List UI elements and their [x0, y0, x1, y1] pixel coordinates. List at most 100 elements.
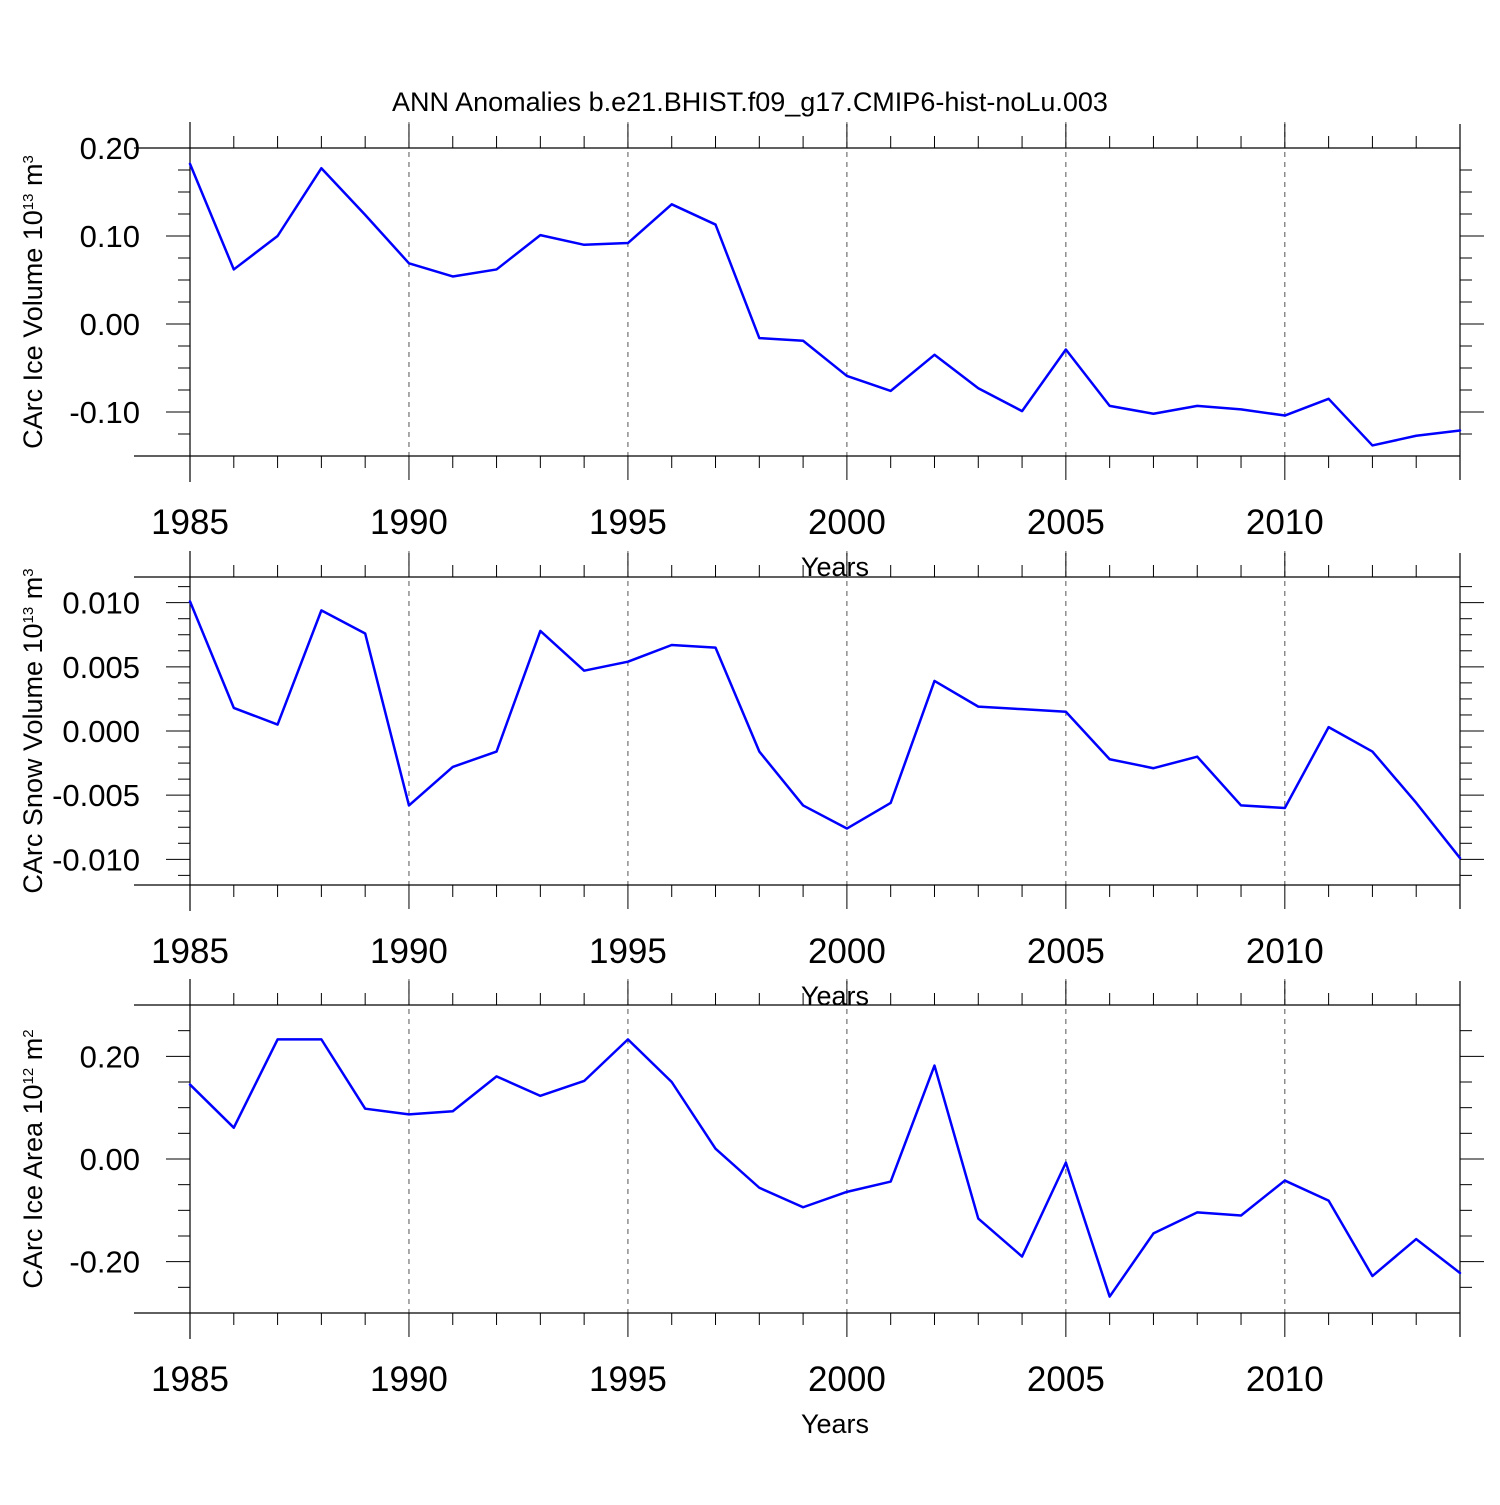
y-axis-label-exponent: 3	[20, 568, 37, 576]
y-axis-label: CArc Ice Volume 1013 m3	[18, 155, 48, 449]
data-point	[670, 202, 674, 206]
y-tick-label: 0.010	[62, 586, 140, 621]
data-point	[582, 243, 586, 247]
data-point	[932, 353, 936, 357]
data-point	[801, 1205, 805, 1209]
data-point	[1064, 348, 1068, 352]
data-point	[363, 213, 367, 217]
data-point	[1239, 1213, 1243, 1217]
data-point	[276, 723, 280, 727]
x-tick-label: 1995	[589, 503, 667, 542]
data-point	[363, 631, 367, 635]
x-tick-label: 2000	[808, 503, 886, 542]
y-tick-label: -0.20	[69, 1245, 140, 1280]
y-tick-label: 0.00	[80, 307, 140, 342]
data-point	[582, 669, 586, 673]
data-point	[1064, 710, 1068, 714]
data-point	[976, 1217, 980, 1221]
y-axis-label-exponent: 13	[20, 194, 37, 211]
data-point	[626, 660, 630, 664]
y-axis-label-text: CArc Ice Volume 10	[18, 210, 48, 449]
data-point	[670, 1080, 674, 1084]
data-point	[276, 1037, 280, 1041]
x-tick-label: 1985	[151, 503, 229, 542]
x-axis-label: Years	[801, 981, 869, 1011]
data-point	[714, 646, 718, 650]
data-point	[451, 274, 455, 278]
data-point	[363, 1107, 367, 1111]
y-tick-label: 0.10	[80, 219, 140, 254]
y-axis-label: CArc Ice Area 1012 m2	[18, 1029, 48, 1288]
data-point	[232, 1126, 236, 1130]
data-point	[714, 1147, 718, 1151]
y-tick-label: -0.10	[69, 395, 140, 430]
y-axis-label-exponent: 12	[20, 1068, 37, 1085]
y-tick-label: 0.00	[80, 1142, 140, 1177]
data-point	[1414, 801, 1418, 805]
data-point	[1370, 443, 1374, 447]
data-point	[932, 1064, 936, 1068]
panel-3: 1985 1990 1995 2000 2005 2010 Years 0.20 0.00 -0.…	[18, 979, 1484, 1439]
data-point	[1108, 404, 1112, 408]
data-point	[626, 1037, 630, 1041]
data-point	[1108, 1295, 1112, 1299]
data-point	[1195, 404, 1199, 408]
data-point	[801, 803, 805, 807]
data-point	[1283, 414, 1287, 418]
y-axis-label-exponent: 13	[20, 607, 37, 624]
y-axis-label: CArc Snow Volume 1013 m3	[18, 568, 48, 893]
data-point	[1020, 409, 1024, 413]
x-tick-label: 2010	[1246, 1360, 1324, 1399]
data-point	[889, 801, 893, 805]
figure-title: ANN Anomalies b.e21.BHIST.f09_g17.CMIP6-…	[392, 87, 1108, 117]
data-point	[670, 643, 674, 647]
data-point	[451, 1109, 455, 1113]
data-point	[1327, 725, 1331, 729]
data-point	[451, 765, 455, 769]
x-tick-label: 2005	[1027, 932, 1105, 971]
data-point	[889, 1180, 893, 1184]
data-point	[889, 389, 893, 393]
data-point	[976, 705, 980, 709]
panel-2: 1985 1990 1995 2000 2005 2010 Years 0.010 0.005 0…	[18, 551, 1484, 1011]
x-tick-label: 2010	[1246, 503, 1324, 542]
x-tick-label: 1990	[370, 932, 448, 971]
data-point	[1239, 803, 1243, 807]
data-point	[1195, 755, 1199, 759]
y-tick-label: 0.000	[62, 714, 140, 749]
data-point	[495, 750, 499, 754]
data-point	[757, 336, 761, 340]
data-point	[1283, 1179, 1287, 1183]
panels: 1985 1990 1995 2000 2005 2010 Years 0.20 0.10 0.0…	[18, 122, 1484, 1439]
data-point	[538, 1094, 542, 1098]
x-tick-label: 2010	[1246, 932, 1324, 971]
data-point	[232, 706, 236, 710]
x-tick-label: 2005	[1027, 503, 1105, 542]
y-tick-label: -0.005	[52, 778, 140, 813]
data-point	[538, 233, 542, 237]
y-axis-label-text: m	[18, 577, 48, 607]
x-tick-label: 2005	[1027, 1360, 1105, 1399]
data-point	[845, 1190, 849, 1194]
x-tick-label: 1995	[589, 932, 667, 971]
series-line-1	[188, 1038, 1462, 1298]
x-tick-label: 1985	[151, 1360, 229, 1399]
data-point	[1020, 1255, 1024, 1259]
data-point	[1414, 1237, 1418, 1241]
x-tick-label: 1990	[370, 503, 448, 542]
data-point	[495, 267, 499, 271]
data-point	[1458, 428, 1462, 432]
data-point	[1458, 1271, 1462, 1275]
data-point	[1108, 757, 1112, 761]
x-tick-label: 2000	[808, 932, 886, 971]
data-point	[276, 234, 280, 238]
data-point	[1327, 1199, 1331, 1203]
data-point	[1195, 1210, 1199, 1214]
data-point	[1151, 766, 1155, 770]
panel-1: 1985 1990 1995 2000 2005 2010Years0.200.100.0…	[18, 122, 1484, 582]
data-point	[1370, 1274, 1374, 1278]
data-point	[1414, 434, 1418, 438]
data-point	[232, 267, 236, 271]
y-axis-label-text: CArc Ice Area 10	[18, 1084, 48, 1288]
